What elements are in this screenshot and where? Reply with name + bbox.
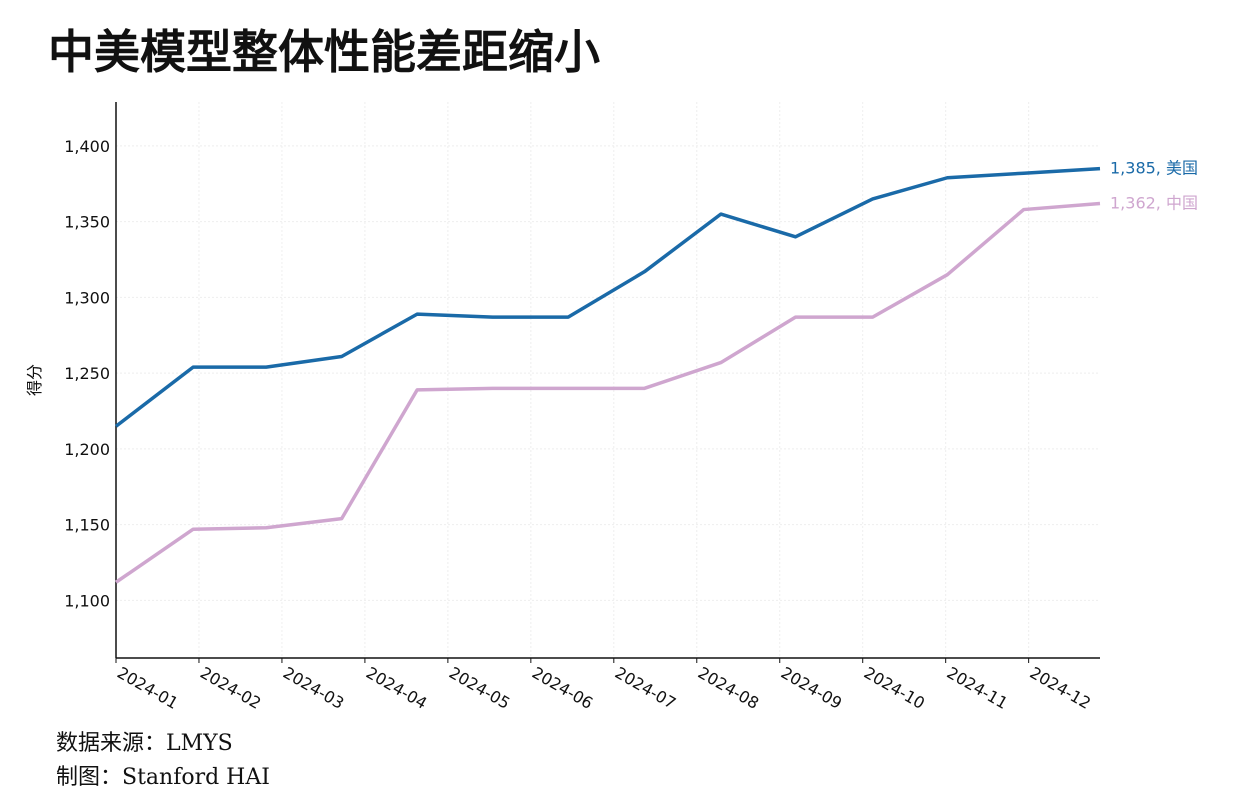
source: 数据来源：LMYS: [56, 731, 233, 756]
y-tick-label: 1,300: [64, 288, 110, 307]
x-tick-label: 2024-02: [197, 663, 264, 713]
y-tick-label: 1,400: [64, 137, 110, 156]
line: [114, 166, 1101, 428]
x-tick-label: 2024-09: [778, 663, 845, 713]
line: [115, 201, 1101, 584]
y-tick-label: 1,350: [64, 213, 110, 232]
credit: 制图：Stanford HAI: [56, 765, 270, 790]
value-label: 1,362, 中国: [1110, 194, 1198, 213]
x-tick-label: 2024-06: [529, 663, 596, 713]
x-tick-label: 2024-08: [695, 663, 762, 713]
value-label: 1,385, 美国: [1110, 159, 1198, 178]
y-tick-label: 1,200: [64, 440, 110, 459]
y-tick-label: 1,150: [64, 516, 110, 535]
y-tick-label: 1,250: [64, 364, 110, 383]
y-tick-label: 1,100: [64, 591, 110, 610]
x-tick-label: 2024-07: [612, 663, 679, 713]
x-tick-label: 2024-04: [363, 663, 430, 713]
y-axis-label: 得分: [25, 364, 44, 396]
x-tick-label: 2024-10: [861, 663, 928, 713]
x-tick-label: 2024-03: [280, 663, 347, 713]
x-tick-label: 2024-05: [446, 663, 513, 713]
x-tick-label: 2024-01: [114, 663, 181, 713]
x-tick-label: 2024-11: [944, 663, 1011, 713]
x-tick-label: 2024-12: [1027, 663, 1094, 713]
chart-title: 中美模型整体性能差距缩小: [48, 25, 600, 79]
